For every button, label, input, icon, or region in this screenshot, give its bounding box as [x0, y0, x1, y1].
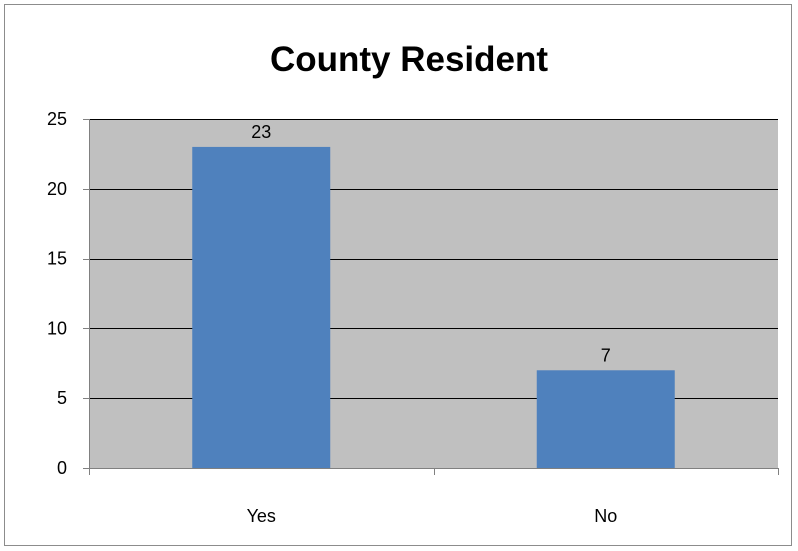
- bar-yes: [192, 146, 331, 469]
- data-label-yes: 23: [251, 122, 271, 142]
- bar-no: [536, 370, 675, 468]
- y-tick-label-25: 25: [47, 109, 67, 129]
- x-tick-label-no: No: [594, 506, 617, 526]
- x-axis-tick-labels: Yes No: [247, 506, 618, 526]
- data-label-no: 7: [601, 345, 611, 365]
- data-labels: 23 7: [251, 122, 611, 365]
- x-tick-label-yes: Yes: [247, 506, 276, 526]
- y-tick-label-15: 15: [47, 249, 67, 269]
- axes: [83, 119, 779, 475]
- y-tick-label-10: 10: [47, 318, 67, 338]
- bars: [192, 146, 675, 469]
- chart-title: County Resident: [270, 40, 548, 79]
- y-axis-tick-labels: 0 5 10 15 20 25: [47, 109, 67, 478]
- y-tick-label-0: 0: [57, 458, 67, 478]
- y-tick-label-5: 5: [57, 388, 67, 408]
- y-tick-label-20: 20: [47, 179, 67, 199]
